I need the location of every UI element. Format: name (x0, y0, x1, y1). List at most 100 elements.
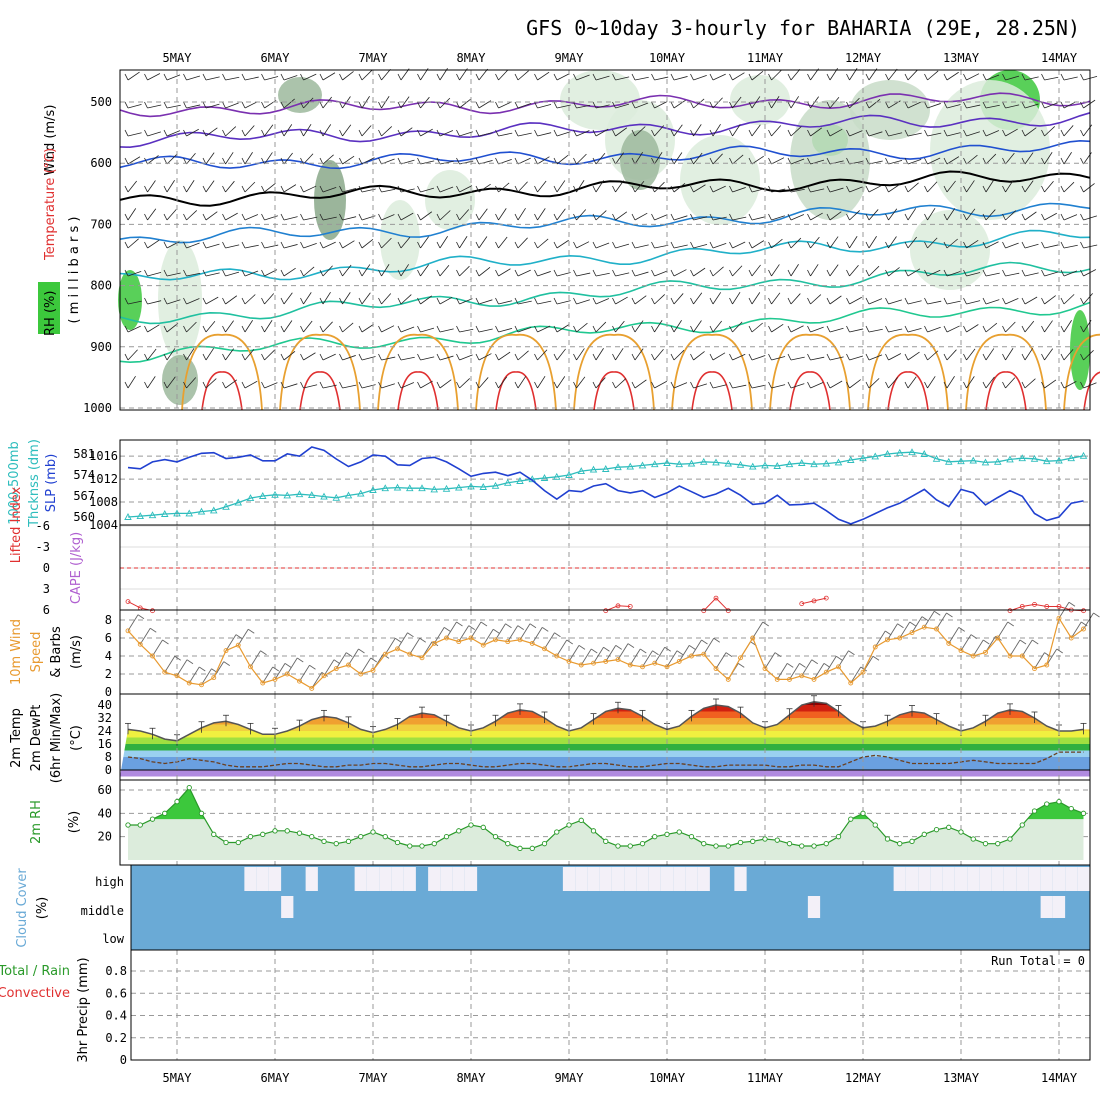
upper-wind-barbs (124, 68, 1098, 389)
wind10-barb (911, 616, 923, 633)
wind-barb (498, 376, 508, 389)
wind-barb-feather (748, 101, 753, 109)
lifted-marker (1007, 608, 1013, 614)
wind-barb (381, 264, 390, 277)
wind-barb (927, 376, 936, 389)
wind-barb-feather (436, 101, 441, 109)
wind-barb (946, 376, 955, 389)
wind10-marker (958, 648, 964, 654)
day-label-bottom: 7MAY (359, 1071, 389, 1085)
wind10-barb (470, 621, 482, 639)
warm-contour (1063, 333, 1100, 411)
wind10-barb-feather (983, 639, 990, 645)
wind-barb-feather (943, 297, 948, 305)
wind-barb (186, 128, 199, 137)
wind-barb-feather (280, 381, 285, 389)
wind-barb-feather (631, 129, 636, 137)
wind-barb-feather (456, 185, 460, 193)
wind-barb-feather (1060, 101, 1065, 109)
wind-barb-feather (475, 101, 480, 109)
wind-barb-feather (651, 325, 655, 333)
wind10-barb-feather (346, 652, 353, 657)
wind-barb (478, 328, 493, 333)
thickness-tick-label: 567 (73, 489, 95, 503)
temp-band (120, 718, 1090, 725)
thickness-marker (932, 454, 941, 462)
wind-barb (927, 103, 941, 109)
wind10-marker (1007, 653, 1013, 659)
wind-barb-feather (163, 269, 168, 277)
wind-barb-feather (612, 297, 616, 305)
temp-band (120, 724, 1090, 731)
wind10-marker (713, 666, 719, 672)
wind10-marker (223, 648, 229, 654)
wind-barb (1063, 101, 1077, 109)
temp-band (120, 711, 1090, 718)
rh-marker (946, 824, 952, 830)
wind-barb (634, 379, 647, 389)
wind10-marker (640, 664, 645, 670)
wind10-barb-feather (591, 648, 598, 654)
wind-barb-feather (651, 353, 655, 361)
wind-barb (166, 376, 176, 389)
wind-barb-feather (807, 129, 811, 137)
wind-barb (303, 384, 318, 389)
wind-barb-feather (436, 213, 441, 221)
wind-barb-feather (183, 101, 187, 109)
wind10-marker (554, 653, 560, 659)
wind-barb (927, 70, 939, 81)
precip-frame (130, 949, 1091, 1061)
wind-barb (205, 152, 215, 165)
wind10-marker (787, 676, 792, 682)
wind-barb-feather (709, 213, 714, 221)
wind10-barb-feather (493, 628, 500, 634)
wind-barb (127, 238, 139, 249)
wind-barb-feather (807, 381, 811, 389)
wind-barb (381, 383, 395, 389)
wind-barb-feather (612, 325, 616, 333)
rh-marker (554, 829, 560, 835)
wind10-barb (237, 628, 249, 646)
wind-barb-feather (144, 213, 148, 221)
cloud-clear-high (991, 867, 1004, 891)
rh-blob (314, 160, 346, 240)
wind10-marker (836, 664, 841, 670)
ylabel-rh: RH (%) (43, 291, 58, 336)
wind-barb (595, 152, 606, 165)
wind-barb (244, 320, 253, 333)
wind-barb-feather (241, 157, 246, 165)
wind-barb (576, 104, 591, 109)
wind-barb-feather (670, 269, 675, 277)
cloud-clear-high (954, 867, 968, 891)
wind10-barb-feather (419, 637, 426, 643)
wind-barb-feather (1060, 185, 1065, 193)
temp-band (120, 757, 1090, 764)
wind10-marker (652, 660, 658, 666)
wind10-marker (823, 669, 829, 675)
wind-barb-feather (202, 381, 207, 389)
wind-barb-feather (280, 213, 285, 221)
wind-barb-feather (358, 213, 363, 221)
wind-barb (615, 320, 625, 333)
wind-barb-feather (807, 73, 811, 81)
precip-ticks: 0.80.60.40.20 (105, 964, 127, 1067)
wind-barb-feather (865, 73, 870, 81)
wind10-barb-feather (725, 652, 733, 657)
cloud-clear-high (942, 867, 955, 891)
wind-barb (361, 292, 371, 305)
wind-barb (985, 376, 995, 389)
wind-barb-feather (1060, 157, 1065, 165)
wind-barb-feather (436, 129, 441, 137)
wind-barb-feather (592, 241, 597, 249)
wind-barb (322, 154, 334, 165)
wind-barb (283, 292, 293, 305)
wind-barb-feather (417, 297, 421, 305)
wind-barb (147, 131, 161, 137)
wind-barb (868, 99, 881, 109)
wind-barb-feather (690, 353, 694, 361)
wind-barb (634, 212, 648, 221)
wind-barb-feather (222, 73, 226, 81)
wind-barb (147, 239, 160, 249)
wind10-marker (1081, 626, 1086, 632)
wind-barb-feather (358, 185, 363, 193)
